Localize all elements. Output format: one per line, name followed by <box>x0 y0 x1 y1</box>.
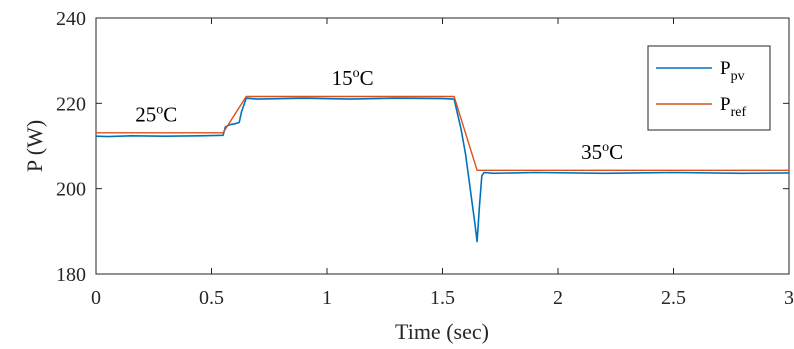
temperature-annotations: 25oC 15oC 35oC <box>135 66 623 164</box>
y-tick-label: 180 <box>56 264 86 286</box>
x-tick-label: 0 <box>91 287 101 309</box>
legend-label: Pref <box>720 94 746 120</box>
temperature-annotation: 35oC <box>581 140 623 164</box>
series-line-p-ref <box>96 95 789 172</box>
series-line-p-pv <box>95 97 790 243</box>
legend-label: Ppv <box>720 58 745 84</box>
y-tick-label: 220 <box>56 93 86 115</box>
axis-ticks: 0 0.5 1 1.5 2 2.5 3 180 200 220 240 <box>56 8 794 309</box>
x-tick-label: 2.5 <box>661 287 686 309</box>
x-tick-label: 1 <box>322 287 332 309</box>
legend-box <box>647 45 771 131</box>
x-tick-label: 3 <box>784 287 794 309</box>
x-tick-label: 2 <box>553 287 563 309</box>
x-tick-label: 0.5 <box>199 287 224 309</box>
y-tick-label: 200 <box>56 179 86 201</box>
legend: Ppv Pref <box>647 45 771 131</box>
x-tick-label: 1.5 <box>430 287 455 309</box>
temperature-annotation: 25oC <box>135 102 177 126</box>
series-layer <box>95 95 790 243</box>
y-tick-label: 240 <box>56 8 86 30</box>
y-axis-label: P (W) <box>22 120 47 172</box>
temperature-annotation: 15oC <box>332 66 374 90</box>
x-axis-label: Time (sec) <box>395 319 489 344</box>
